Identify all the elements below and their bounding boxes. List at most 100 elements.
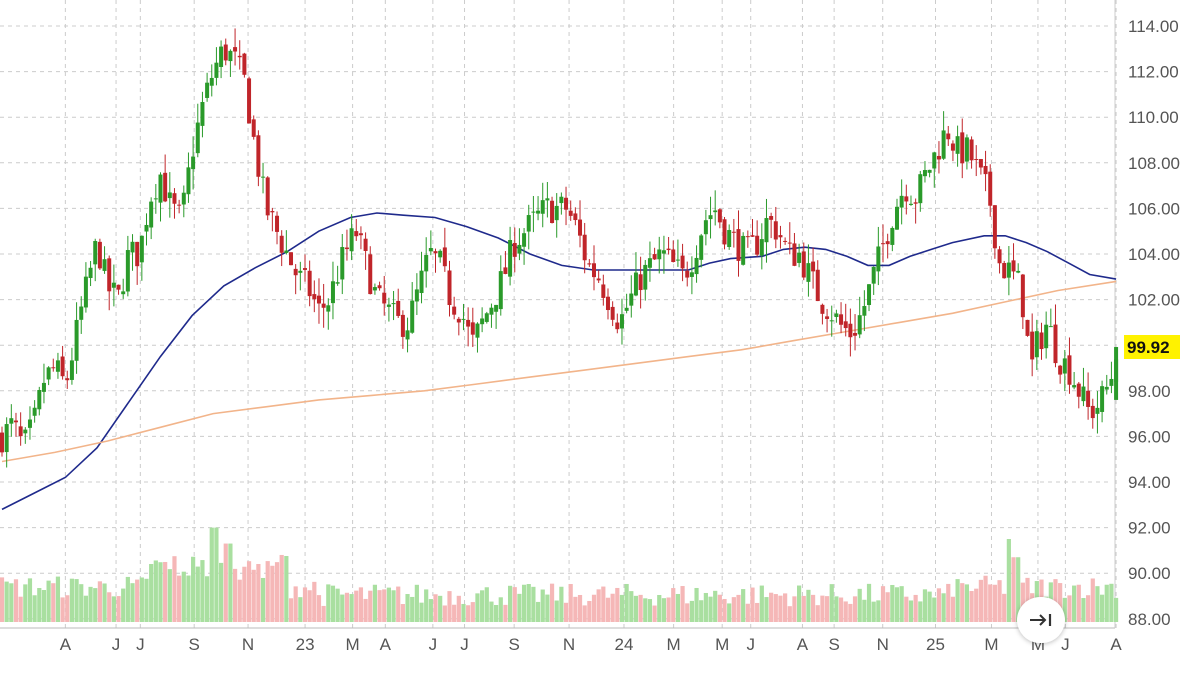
candle-down bbox=[163, 172, 168, 202]
volume-bar bbox=[1011, 557, 1016, 622]
candle-up bbox=[647, 258, 652, 268]
volume-bar bbox=[605, 597, 611, 622]
candle-up bbox=[554, 205, 559, 221]
volume-bar bbox=[452, 604, 457, 622]
volume-bar bbox=[820, 595, 825, 622]
candle-up bbox=[9, 418, 14, 424]
candle-down bbox=[601, 284, 606, 298]
candle-up bbox=[428, 248, 433, 252]
candle-down bbox=[466, 319, 471, 327]
candle-up bbox=[37, 390, 42, 410]
volume-bar bbox=[969, 591, 974, 622]
volume-bar bbox=[992, 584, 997, 622]
candle-down bbox=[316, 295, 321, 304]
volume-bar bbox=[135, 579, 140, 622]
volume-bar bbox=[568, 584, 573, 622]
volume-bar bbox=[41, 590, 47, 622]
y-tick-label: 88.00 bbox=[1128, 610, 1171, 629]
candlesticks bbox=[0, 28, 1119, 468]
volume-bar bbox=[755, 602, 760, 622]
candle-down bbox=[135, 241, 140, 267]
x-tick-label: A bbox=[60, 635, 72, 654]
volume-bar bbox=[647, 599, 653, 622]
candle-up bbox=[764, 218, 769, 243]
x-axis: A J J S N 23 M A J J S N 24 M M J A S N 25 M M J A bbox=[60, 635, 1123, 654]
candle-down bbox=[605, 296, 610, 311]
candle-down bbox=[666, 248, 671, 251]
volume-bar bbox=[400, 604, 405, 622]
candle-down bbox=[992, 205, 997, 249]
candle-down bbox=[512, 243, 517, 257]
candle-up bbox=[517, 244, 522, 254]
candle-down bbox=[969, 139, 974, 161]
candle-up bbox=[857, 315, 862, 335]
candle-up bbox=[1104, 386, 1109, 390]
candle-up bbox=[494, 304, 499, 312]
candle-up bbox=[1072, 385, 1077, 388]
volume-bar bbox=[396, 586, 401, 622]
volume-bar bbox=[848, 603, 853, 622]
candle-up bbox=[955, 136, 960, 154]
candle-down bbox=[65, 378, 70, 381]
volume-bar bbox=[703, 592, 708, 622]
volume-bar bbox=[507, 585, 513, 622]
volume-bar bbox=[69, 578, 75, 622]
candle-up bbox=[125, 250, 130, 292]
candle-down bbox=[382, 292, 387, 304]
volume-bar bbox=[167, 569, 172, 622]
volume-bar bbox=[232, 568, 238, 622]
volume-bar bbox=[214, 527, 219, 622]
volume-bar bbox=[251, 569, 256, 622]
volume-bar bbox=[932, 597, 937, 622]
volume-bar bbox=[372, 584, 378, 622]
candle-up bbox=[657, 249, 662, 260]
candle-down bbox=[275, 215, 280, 232]
x-tick-label: J bbox=[1061, 635, 1070, 654]
candle-up bbox=[191, 156, 196, 170]
candle-up bbox=[559, 196, 564, 204]
candle-up bbox=[1095, 407, 1100, 414]
volume-bar bbox=[293, 586, 298, 622]
jump-to-latest-button[interactable] bbox=[1017, 597, 1065, 643]
candle-up bbox=[139, 235, 144, 263]
volume-bar bbox=[274, 562, 280, 622]
volume-bar bbox=[242, 566, 247, 622]
candle-up bbox=[386, 304, 391, 307]
candle-down bbox=[755, 235, 760, 255]
volume-bar bbox=[964, 584, 970, 622]
moving-average-short-line bbox=[1, 212, 1117, 511]
candle-up bbox=[871, 266, 876, 284]
candle-down bbox=[988, 171, 993, 206]
candle-down bbox=[578, 219, 583, 236]
volume-bar bbox=[424, 589, 429, 622]
candle-down bbox=[247, 78, 252, 124]
y-axis: 114.00 112.00 110.00 108.00 106.00 104.00 102.… bbox=[1128, 17, 1180, 629]
volume-bar bbox=[727, 603, 732, 622]
volume-bar bbox=[144, 578, 149, 622]
volume-bar bbox=[810, 594, 816, 622]
candle-down bbox=[1030, 331, 1035, 360]
volume-bar bbox=[960, 583, 965, 622]
volume-bar bbox=[181, 571, 186, 622]
volume-bar bbox=[573, 596, 578, 622]
volume-bar bbox=[433, 594, 438, 622]
candle-up bbox=[899, 195, 904, 208]
candle-down bbox=[265, 177, 270, 216]
volume-bar bbox=[498, 597, 503, 622]
candle-up bbox=[410, 300, 415, 333]
candle-down bbox=[293, 268, 298, 276]
volume-bar bbox=[121, 588, 126, 622]
volume-bar bbox=[172, 556, 177, 622]
candle-down bbox=[51, 367, 56, 369]
candle-up bbox=[23, 429, 28, 434]
volume-bar bbox=[978, 579, 983, 622]
volume-bar bbox=[461, 603, 466, 622]
candle-up bbox=[862, 306, 867, 316]
y-tick-label: 90.00 bbox=[1128, 564, 1171, 583]
candle-up bbox=[228, 50, 233, 62]
volume-bar bbox=[857, 588, 862, 622]
volume-bar bbox=[913, 594, 918, 622]
x-tick-label: A bbox=[380, 635, 392, 654]
volume-bar bbox=[582, 605, 587, 622]
